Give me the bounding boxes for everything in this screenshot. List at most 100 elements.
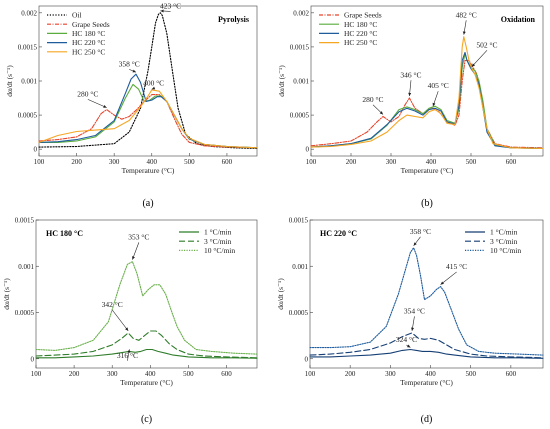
annotation-label: 354 °C	[404, 306, 425, 315]
series-line-3	[38, 83, 258, 149]
x-tick-label: 500	[184, 158, 195, 166]
annotation-label: 358 °C	[119, 59, 140, 68]
annotation-arrowhead	[125, 327, 129, 331]
y-tick-label: 0.0005	[290, 112, 310, 120]
x-tick-label: 600	[222, 158, 233, 166]
annotation-arrow	[87, 99, 107, 108]
x-tick-label: 200	[69, 370, 80, 378]
annotation-arrowhead	[411, 327, 415, 331]
annotation-label: 400 °C	[143, 78, 164, 87]
panel-title: Oxidation	[501, 15, 536, 24]
series-line-5	[38, 89, 258, 149]
x-tick-label: 100	[34, 158, 45, 166]
annotation-arrowhead	[379, 111, 383, 115]
x-tick-label: 100	[31, 370, 42, 378]
legend-entry: 1 °C/min	[204, 228, 232, 237]
y-tick-label: 0.001	[21, 78, 37, 86]
series-line-2	[35, 330, 258, 359]
y-tick-label: 0.0005	[18, 112, 38, 120]
annotation-label: 358 °C	[410, 227, 431, 236]
annotation-arrowhead	[103, 104, 107, 108]
y-axis-label: dα/dt (s⁻¹)	[276, 278, 285, 310]
panel-label: (a)	[142, 198, 153, 209]
legend-entry: HC 220 °C	[344, 29, 377, 38]
annotation-label: 482 °C	[456, 10, 477, 19]
legend-entry: HC 220 °C	[72, 38, 105, 47]
series-line-3	[309, 247, 544, 356]
y-tick-label: 0.0015	[290, 43, 310, 51]
x-tick-label: 200	[346, 158, 357, 166]
annotation-arrow	[440, 271, 457, 285]
y-tick-label: 0.001	[292, 263, 308, 271]
legend-entry: HC 180 °C	[344, 20, 377, 29]
annotation-arrowhead	[132, 69, 136, 73]
annotation-label: 280 °C	[77, 89, 98, 98]
series-line-4	[310, 36, 544, 150]
y-tick-label: 0.002	[21, 9, 37, 17]
annotation-arrowhead	[440, 281, 444, 285]
annotation-arrowhead	[462, 31, 466, 35]
panel-title: Pyrolysis	[218, 15, 249, 24]
plot-frame	[309, 219, 544, 369]
legend-entry: HC 250 °C	[344, 38, 377, 47]
y-tick-label: 0.001	[293, 78, 309, 86]
annotation-arrowhead	[160, 9, 164, 13]
annotation-arrowhead	[132, 256, 135, 260]
chart-panel-2: 100 200 300 400 500 600 0 0.0005 0.001 0.0015 0.00…	[277, 5, 544, 209]
x-tick-label: 400	[147, 158, 158, 166]
legend-entry: HC 180 °C	[72, 29, 105, 38]
annotation-label: 423 °C	[160, 1, 181, 10]
series-line-1	[35, 348, 258, 359]
chart-panel-1: 100 200 300 400 500 600 0 0.0005 0.001 0.0015 0.00…	[5, 1, 258, 209]
legend-entry: 10 °C/min	[204, 246, 235, 255]
x-tick-label: 300	[386, 158, 397, 166]
x-tick-label: 600	[221, 370, 232, 378]
x-tick-label: 600	[506, 158, 517, 166]
y-tick-label: 0.0005	[15, 309, 35, 317]
legend-entry: HC 250 °C	[72, 47, 105, 56]
legend-entry: Grape Seeds	[344, 11, 382, 20]
legend-entry: 10 °C/min	[490, 246, 521, 255]
y-tick-label: 0.0015	[15, 217, 35, 225]
x-tick-label: 500	[183, 370, 194, 378]
x-tick-label: 300	[385, 370, 396, 378]
x-tick-label: 500	[466, 158, 477, 166]
x-tick-label: 400	[426, 158, 437, 166]
x-tick-label: 400	[145, 370, 156, 378]
x-axis-label: Temperature (°C)	[120, 378, 173, 387]
annotation-label: 280 °C	[362, 95, 383, 104]
x-tick-label: 300	[109, 158, 120, 166]
annotation-arrowhead	[406, 344, 411, 348]
x-tick-label: 100	[306, 158, 317, 166]
y-tick-label: 0	[306, 146, 310, 154]
y-tick-label: 0	[31, 355, 35, 363]
x-tick-label: 100	[305, 370, 316, 378]
chart-panel-3: 100 200 300 400 500 600 0 0.0005 0.001 0.0015 Temp…	[2, 217, 258, 425]
annotation-label: 346 °C	[400, 70, 421, 79]
series-line-1	[310, 59, 544, 149]
y-tick-label: 0	[34, 146, 38, 154]
panel-label: (d)	[421, 414, 433, 425]
x-axis-label: Temperature (°C)	[122, 166, 175, 175]
annotation-label: 415 °C	[446, 262, 467, 271]
annotation-label: 405 °C	[428, 81, 449, 90]
annotation-arrowhead	[413, 242, 417, 246]
annotation-label: 324 °C	[396, 335, 417, 344]
x-tick-label: 200	[345, 370, 356, 378]
y-tick-label: 0	[305, 355, 309, 363]
annotation-arrowhead	[432, 102, 436, 107]
y-axis-label: dα/dt (s⁻¹)	[277, 65, 286, 97]
annotation-label: 353 °C	[128, 232, 149, 241]
series-line-2	[310, 53, 544, 150]
panel-label: (b)	[421, 198, 433, 209]
x-tick-label: 300	[107, 370, 118, 378]
x-axis-label: Temperature (°C)	[401, 166, 454, 175]
annotation-label: 342 °C	[102, 300, 123, 309]
legend-entry: Oil	[72, 11, 82, 20]
x-tick-label: 400	[425, 370, 436, 378]
plot-frame	[35, 219, 258, 369]
panel-title: HC 180 °C	[46, 229, 83, 238]
y-tick-label: 0.002	[293, 9, 309, 17]
annotation-arrowhead	[151, 86, 156, 90]
